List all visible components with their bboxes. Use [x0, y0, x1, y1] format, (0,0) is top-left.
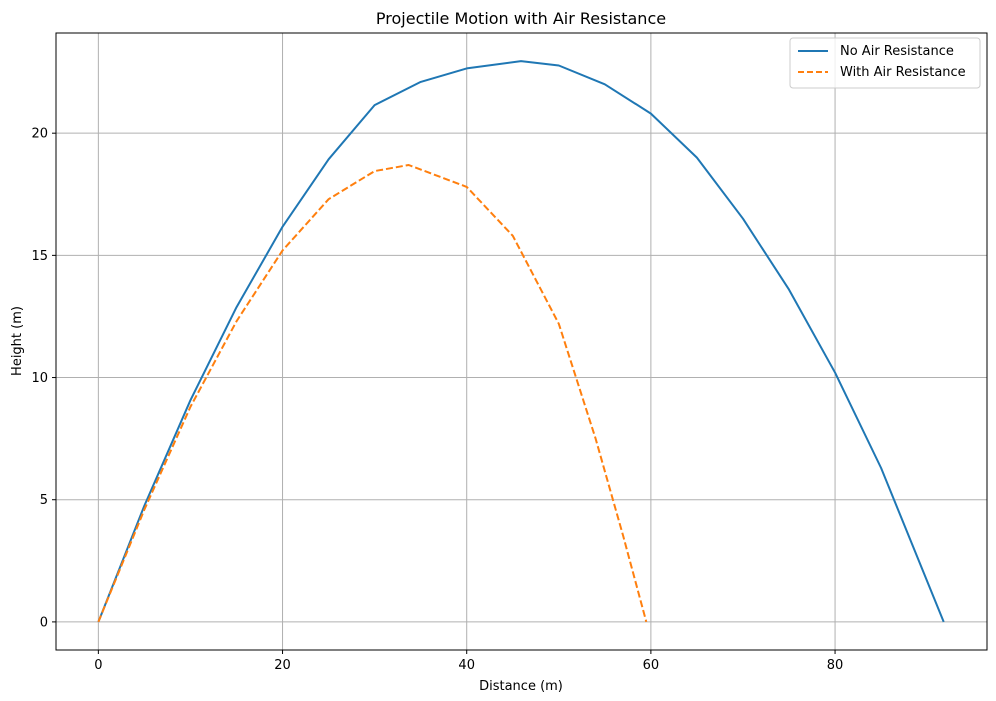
chart-title: Projectile Motion with Air Resistance	[376, 9, 666, 28]
x-tick-label: 20	[274, 658, 291, 673]
plot-frame	[55, 32, 988, 651]
y-tick-label: 10	[31, 371, 48, 386]
series-line-1	[97, 164, 648, 623]
legend-box	[789, 37, 981, 89]
legend-label-with-air: With Air Resistance	[840, 65, 966, 80]
y-ticks: 0 5 10 15 20	[31, 127, 56, 630]
legend-label-no-air: No Air Resistance	[840, 44, 954, 59]
x-tick-label: 80	[827, 658, 844, 673]
y-tick-label: 15	[31, 249, 48, 264]
y-axis-label: Height (m)	[10, 306, 25, 376]
y-tick-label: 5	[40, 493, 48, 508]
y-tick-label: 0	[40, 615, 48, 630]
series-line-0	[97, 60, 945, 623]
series-layer	[97, 60, 945, 623]
legend: No Air Resistance With Air Resistance	[789, 37, 981, 89]
grid	[56, 33, 987, 650]
x-tick-label: 40	[458, 658, 475, 673]
y-tick-label: 20	[31, 127, 48, 142]
x-tick-label: 0	[94, 658, 102, 673]
x-tick-label: 60	[643, 658, 660, 673]
x-ticks: 0 20 40 60 80	[94, 650, 843, 673]
x-axis-label: Distance (m)	[479, 679, 563, 694]
